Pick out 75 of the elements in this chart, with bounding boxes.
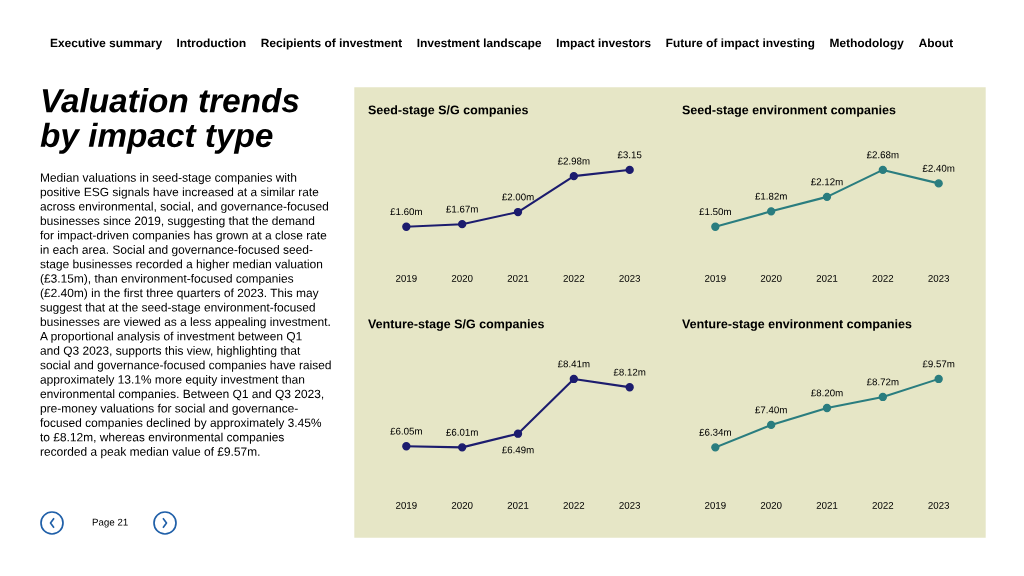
point bbox=[625, 383, 634, 392]
x-tick-label: 2021 bbox=[816, 501, 838, 509]
point bbox=[402, 222, 411, 231]
x-tick-label: 2021 bbox=[816, 274, 838, 282]
text: Valuation trends by impact type bbox=[40, 88, 299, 154]
chart-title: Venture-stage environment companies bbox=[682, 319, 912, 331]
point bbox=[878, 165, 888, 175]
x-tick-label: 2020 bbox=[760, 501, 782, 509]
chart-title: Seed-stage environment companies bbox=[682, 105, 896, 117]
x-tick-label: 2020 bbox=[760, 274, 782, 282]
point bbox=[766, 207, 776, 216]
text: Future of impact investing bbox=[666, 38, 815, 50]
data-label: £2.00m bbox=[502, 193, 534, 201]
text: Methodology bbox=[830, 38, 904, 50]
x-tick-label: 2019 bbox=[705, 274, 726, 282]
x-tick-label: 2022 bbox=[563, 501, 585, 509]
x-tick-label: 2019 bbox=[396, 274, 417, 282]
data-label: £6.01m bbox=[446, 428, 478, 436]
x-tick-label: 2019 bbox=[396, 501, 417, 509]
data-label: £1.82m bbox=[755, 192, 787, 200]
point bbox=[711, 222, 720, 231]
chart-title: Seed-stage S/G companies bbox=[368, 105, 528, 117]
point bbox=[513, 207, 523, 217]
data-label: £2.40m bbox=[922, 164, 955, 172]
text: Impact investors bbox=[556, 38, 651, 50]
x-tick-label: 2022 bbox=[872, 274, 894, 282]
text: Introduction bbox=[177, 38, 246, 48]
data-label: £2.98m bbox=[557, 157, 590, 165]
data-label: £8.20m bbox=[811, 389, 843, 397]
x-tick-label: 2022 bbox=[563, 274, 585, 282]
text: Investment landscape bbox=[417, 38, 542, 50]
point bbox=[878, 392, 888, 402]
point bbox=[625, 165, 634, 175]
point bbox=[934, 179, 943, 188]
data-label: £7.40m bbox=[755, 406, 787, 414]
point bbox=[569, 374, 579, 384]
x-tick-label: 2023 bbox=[928, 501, 950, 509]
data-label: £6.05m bbox=[390, 427, 422, 435]
point bbox=[711, 443, 720, 452]
chart-title: Venture-stage S/G companies bbox=[368, 319, 544, 331]
x-tick-label: 2023 bbox=[619, 274, 641, 282]
data-label: £8.12m bbox=[613, 368, 646, 376]
point bbox=[457, 220, 467, 229]
point bbox=[822, 403, 832, 413]
point bbox=[934, 374, 943, 384]
point bbox=[402, 442, 411, 451]
data-label: £6.34m bbox=[699, 428, 731, 436]
point bbox=[457, 443, 467, 452]
x-tick-label: 2023 bbox=[619, 501, 641, 509]
data-label: £1.67m bbox=[446, 205, 478, 213]
data-label: £2.68m bbox=[866, 151, 899, 159]
text: About bbox=[918, 38, 953, 48]
text: Page 21 bbox=[92, 518, 128, 528]
data-label: £6.49m bbox=[502, 446, 534, 454]
data-label: £8.41m bbox=[557, 360, 590, 368]
text: Recipients of investment bbox=[261, 38, 402, 50]
x-tick-label: 2023 bbox=[928, 274, 950, 282]
data-label: £1.60m bbox=[390, 208, 422, 216]
point bbox=[766, 420, 776, 430]
x-tick-label: 2020 bbox=[451, 274, 473, 282]
x-tick-label: 2021 bbox=[507, 274, 529, 282]
text: Median valuations in seed-stage companies with positive ESG signals have increased at a similar rate across environmental, social, and governance-focused businesses since 2019, suggesting that the demand for impact-driven companies has grown at a close rate in each area. Social and governance-focused seed- stage businesses recorded a higher median valuation (£3.15m), than environment-focused companies (£2.40m) in the first three quarters of 2023. This may suggest that at the seed-stage environment-focused businesses are viewed as a less appealing investment. A proportional analysis of investment between Q1 and Q3 2023, supports this view, highlighting that social and governance-focused companies have raised approximately 13.1% more equity investment than environmental companies. Between Q1 and Q3 2023, pre-money valuations for social and governance- focused companies declined by approximately 3.45% to £8.12m, whereas environmental companies recorded a peak median value of £9.57m. bbox=[40, 173, 331, 459]
point bbox=[513, 429, 523, 438]
data-label: £1.50m bbox=[699, 208, 731, 216]
point bbox=[822, 192, 832, 202]
point bbox=[569, 171, 579, 181]
x-tick-label: 2022 bbox=[872, 501, 894, 509]
data-label: £8.72m bbox=[866, 378, 899, 386]
text: Executive summary bbox=[50, 38, 163, 50]
data-label: £9.57m bbox=[922, 360, 955, 368]
data-label: £2.12m bbox=[811, 178, 843, 186]
data-label: £3.15 bbox=[617, 151, 642, 159]
x-tick-label: 2019 bbox=[705, 501, 726, 509]
x-tick-label: 2020 bbox=[451, 501, 473, 509]
x-tick-label: 2021 bbox=[507, 501, 529, 509]
